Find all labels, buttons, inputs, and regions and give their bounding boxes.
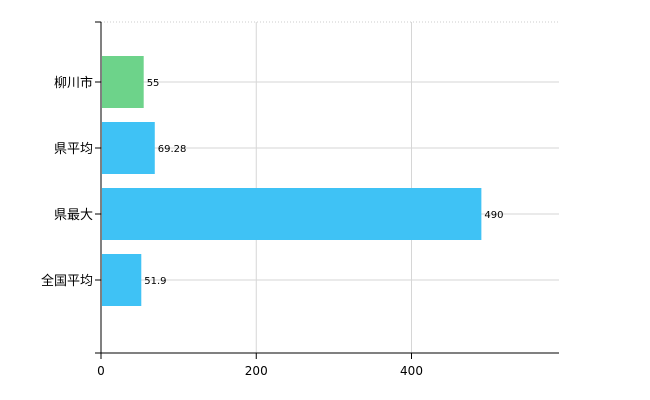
data-label-2: 490: [484, 210, 503, 221]
bar-1: [102, 122, 155, 174]
axes: [95, 21, 559, 359]
grid-lines: [101, 21, 559, 353]
category-label-2: 県最大: [54, 208, 93, 223]
bar-2: [102, 188, 482, 240]
category-label-3: 全国平均: [41, 273, 93, 289]
x-tick-label-0: 0: [97, 364, 105, 378]
category-label-1: 県平均: [54, 142, 93, 157]
category-label-0: 柳川市: [54, 75, 93, 91]
data-label-1: 69.28: [158, 144, 187, 155]
bar-3: [102, 254, 142, 306]
data-label-3: 51.9: [144, 276, 166, 287]
x-tick-label-1: 200: [245, 364, 268, 378]
bar-0: [102, 56, 144, 108]
data-label-0: 55: [147, 78, 160, 89]
bars: [102, 56, 482, 306]
x-tick-label-2: 400: [400, 364, 423, 378]
